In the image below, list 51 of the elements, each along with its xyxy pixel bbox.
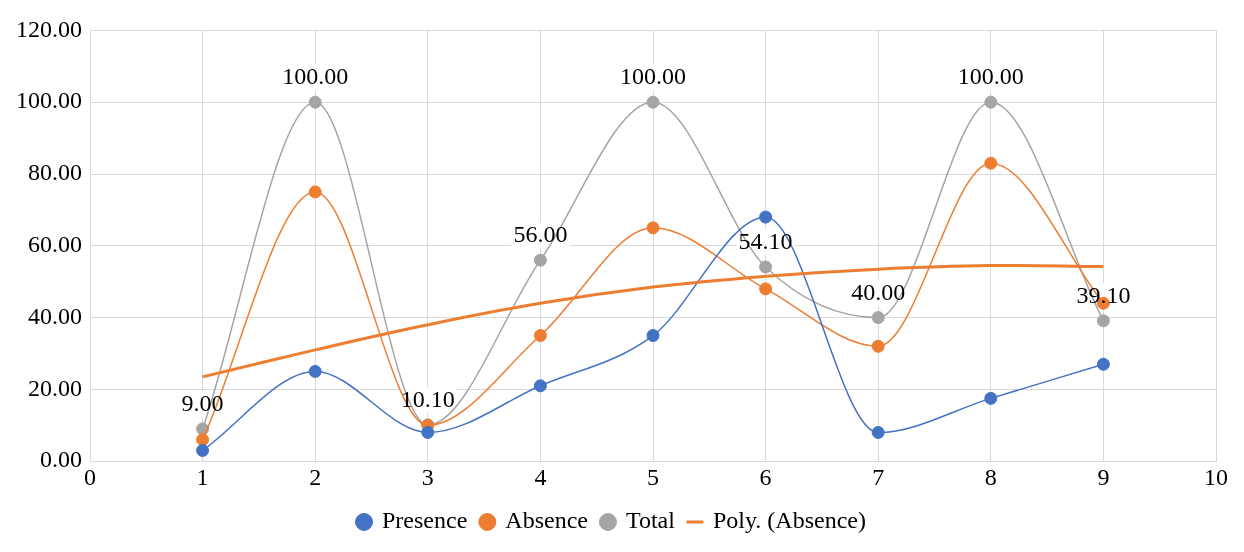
legend-label: Presence [382,507,468,534]
point [646,221,660,235]
point [308,185,322,199]
point [871,339,885,353]
x-tick-label: 2 [309,463,322,490]
x-tick-label: 1 [196,463,209,490]
y-tick-label: 120.00 [16,15,82,42]
point [533,253,547,267]
point [196,443,210,457]
point [308,95,322,109]
x-tick-label: 6 [759,463,772,490]
x-tick-label: 7 [872,463,885,490]
point [759,210,773,224]
y-tick-label: 100.00 [16,87,82,114]
point [984,95,998,109]
data-label: 100.00 [957,63,1024,90]
point [1096,357,1110,371]
y-tick-label: 80.00 [28,159,82,186]
legend-label: Total [625,507,676,534]
point [871,311,885,325]
data-label: 10.10 [400,386,455,413]
point [759,260,773,274]
data-label: 56.00 [513,221,568,248]
y-tick-label: 40.00 [28,302,82,329]
x-tick-label: 10 [1204,463,1228,490]
data-label: 100.00 [620,63,686,90]
data-label: 100.00 [282,63,349,90]
point [308,364,322,378]
y-tick-label: 60.00 [28,231,82,258]
point [421,425,435,439]
point [646,95,660,109]
x-tick-label: 3 [421,463,434,490]
y-tick-label: 20.00 [28,374,82,401]
point [646,329,660,343]
x-tick-label: 8 [984,463,997,490]
x-tick-label: 9 [1097,463,1110,490]
legend-label: Absence [505,507,588,534]
point [759,282,773,296]
point [1096,314,1110,328]
point [196,433,210,447]
point [871,425,885,439]
x-tick-label: 5 [647,463,659,490]
point [984,156,998,170]
x-tick-label: 4 [534,463,547,490]
data-label: 40.00 [851,278,906,305]
legend-label: Poly. (Absence) [712,507,866,534]
point [984,391,998,405]
y-tick-label: 0.00 [40,446,82,473]
point [533,329,547,343]
x-tick-label: 0 [84,463,96,490]
point [533,379,547,393]
